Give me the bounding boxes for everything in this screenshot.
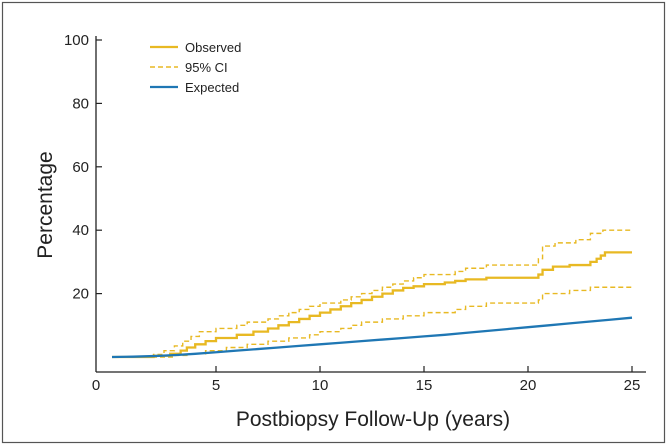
legend: Observed 95% CI Expected xyxy=(150,40,241,95)
y-tick-label: 40 xyxy=(72,222,89,239)
y-axis-title: Percentage xyxy=(34,151,57,258)
x-axis-title: Postbiopsy Follow-Up (years) xyxy=(236,408,510,431)
x-tick-label: 5 xyxy=(212,377,220,394)
legend-label: Expected xyxy=(185,80,239,95)
y-tick-label: 60 xyxy=(72,159,89,176)
legend-label: Observed xyxy=(185,40,241,55)
x-tick-label: 10 xyxy=(312,377,329,394)
y-tick-label: 80 xyxy=(72,95,89,112)
legend-label: 95% CI xyxy=(185,60,228,75)
series-line-expected xyxy=(111,316,633,359)
series-line-95-ci-upper xyxy=(112,229,632,358)
x-tick-label: 0 xyxy=(92,377,100,394)
series-line-observed xyxy=(112,251,632,359)
y-tick-label: 100 xyxy=(64,32,89,49)
x-tick-label: 25 xyxy=(624,377,641,394)
axes: 0 5 10 15 20 25 20 40 60 80 100 xyxy=(64,32,646,394)
series-line-95-ci-lower xyxy=(112,286,632,358)
x-tick-label: 15 xyxy=(416,377,433,394)
series-layer xyxy=(111,229,633,359)
y-tick-label: 20 xyxy=(72,286,89,303)
x-tick-label: 20 xyxy=(520,377,537,394)
